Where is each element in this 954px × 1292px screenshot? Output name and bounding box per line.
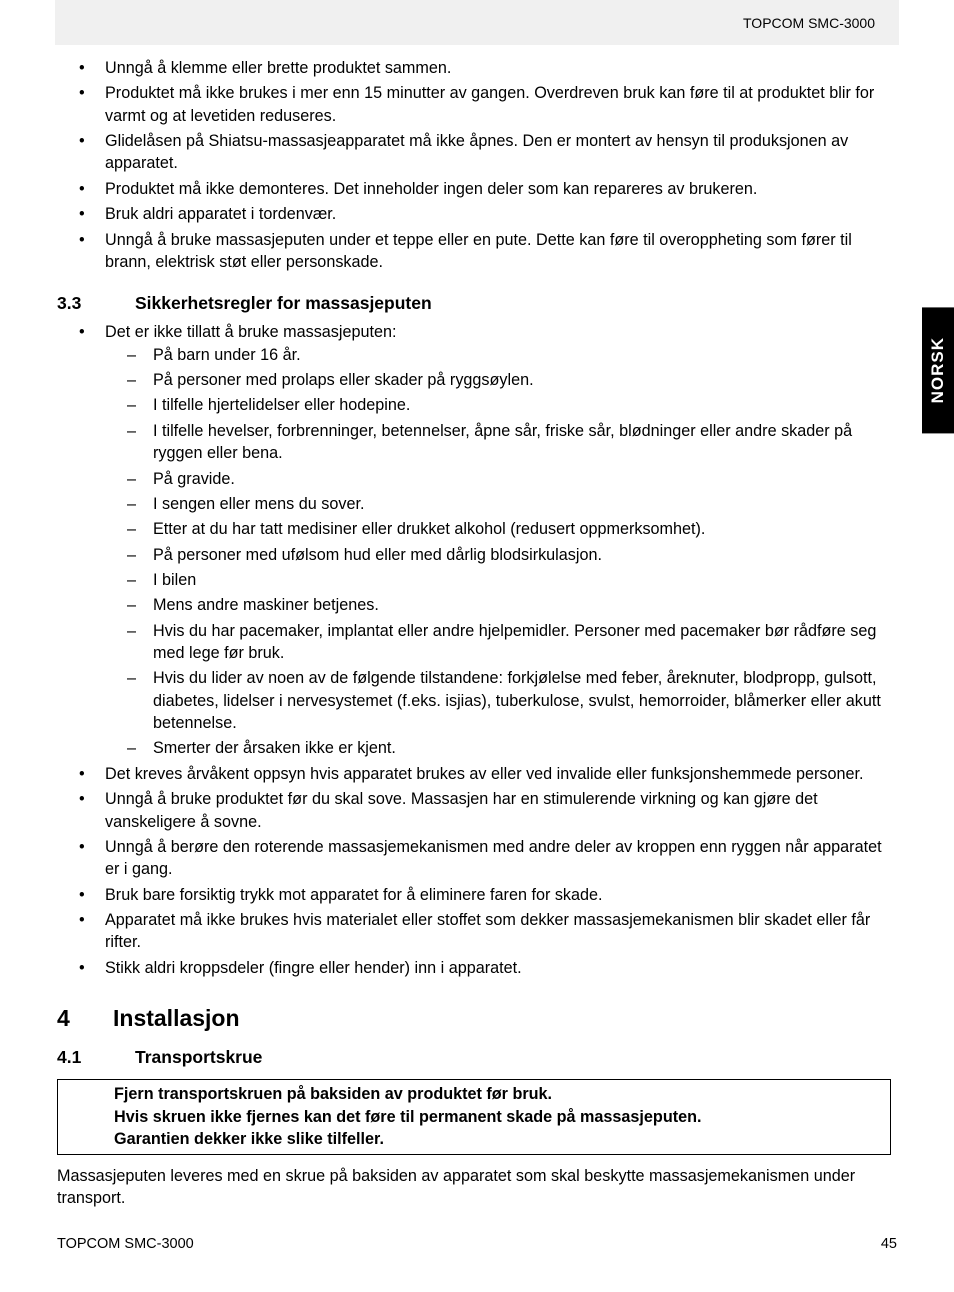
language-tab: NORSK bbox=[922, 307, 954, 433]
list-item: Glidelåsen på Shiatsu-massasjeapparatet … bbox=[57, 130, 897, 175]
list-item: Unngå å berøre den roterende massasjemek… bbox=[57, 836, 897, 881]
footer-page-number: 45 bbox=[881, 1236, 897, 1252]
list-item: I bilen bbox=[105, 569, 897, 591]
list-item: Hvis du har pacemaker, implantat eller a… bbox=[105, 620, 897, 665]
list-item: Apparatet må ikke brukes hvis materialet… bbox=[57, 909, 897, 954]
list-item: Det er ikke tillatt å bruke massasjepute… bbox=[57, 321, 897, 759]
warning-line: Garantien dekker ikke slike tilfeller. bbox=[114, 1128, 880, 1151]
list-item: På barn under 16 år. bbox=[105, 344, 897, 366]
section-number: 3.3 bbox=[57, 291, 135, 315]
section-3.3-bullets: Det er ikke tillatt å bruke massasjepute… bbox=[57, 321, 897, 979]
list-item: Bruk aldri apparatet i tordenvær. bbox=[57, 203, 897, 225]
list-item: Unngå å klemme eller brette produktet sa… bbox=[57, 57, 897, 79]
list-item: Hvis du lider av noen av de følgende til… bbox=[105, 667, 897, 734]
list-item: Mens andre maskiner betjenes. bbox=[105, 594, 897, 616]
section-4-heading: 4 Installasjon bbox=[57, 1003, 897, 1035]
list-item: På personer med prolaps eller skader på … bbox=[105, 369, 897, 391]
list-item: Stikk aldri kroppsdeler (fingre eller he… bbox=[57, 957, 897, 979]
list-item: Smerter der årsaken ikke er kjent. bbox=[105, 737, 897, 759]
list-item: Unngå å bruke massasjeputen under et tep… bbox=[57, 229, 897, 274]
list-item: I sengen eller mens du sover. bbox=[105, 493, 897, 515]
list-item: Det kreves årvåkent oppsyn hvis apparate… bbox=[57, 763, 897, 785]
section-title: Installasjon bbox=[113, 1003, 240, 1035]
list-item: Etter at du har tatt medisiner eller dru… bbox=[105, 518, 897, 540]
warning-box: Fjern transportskruen på baksiden av pro… bbox=[57, 1079, 891, 1155]
section-4.1-paragraph: Massasjeputen leveres med en skrue på ba… bbox=[57, 1165, 897, 1210]
warning-line: Hvis skruen ikke fjernes kan det føre ti… bbox=[114, 1106, 880, 1129]
section-number: 4 bbox=[57, 1003, 113, 1035]
header-product: TOPCOM SMC-3000 bbox=[743, 15, 875, 31]
section-number: 4.1 bbox=[57, 1045, 135, 1069]
section-4.1-heading: 4.1 Transportskrue bbox=[57, 1045, 897, 1069]
dash-sublist: På barn under 16 år. På personer med pro… bbox=[105, 344, 897, 760]
list-item: Produktet må ikke brukes i mer enn 15 mi… bbox=[57, 82, 897, 127]
list-item: På gravide. bbox=[105, 468, 897, 490]
warning-line: Fjern transportskruen på baksiden av pro… bbox=[114, 1083, 880, 1106]
top-bullet-list: Unngå å klemme eller brette produktet sa… bbox=[57, 57, 897, 273]
list-item: Produktet må ikke demonteres. Det inneho… bbox=[57, 178, 897, 200]
list-item: Bruk bare forsiktig trykk mot apparatet … bbox=[57, 884, 897, 906]
list-item: I tilfelle hevelser, forbrenninger, bete… bbox=[105, 420, 897, 465]
footer-product: TOPCOM SMC-3000 bbox=[57, 1236, 194, 1252]
section-title: Sikkerhetsregler for massasjeputen bbox=[135, 291, 432, 315]
list-item: Unngå å bruke produktet før du skal sove… bbox=[57, 788, 897, 833]
list-item: I tilfelle hjertelidelser eller hodepine… bbox=[105, 394, 897, 416]
bullet-text: Det er ikke tillatt å bruke massasjepute… bbox=[105, 323, 397, 341]
section-title: Transportskrue bbox=[135, 1045, 262, 1069]
list-item: På personer med ufølsom hud eller med då… bbox=[105, 544, 897, 566]
section-3.3-heading: 3.3 Sikkerhetsregler for massasjeputen bbox=[57, 291, 897, 315]
